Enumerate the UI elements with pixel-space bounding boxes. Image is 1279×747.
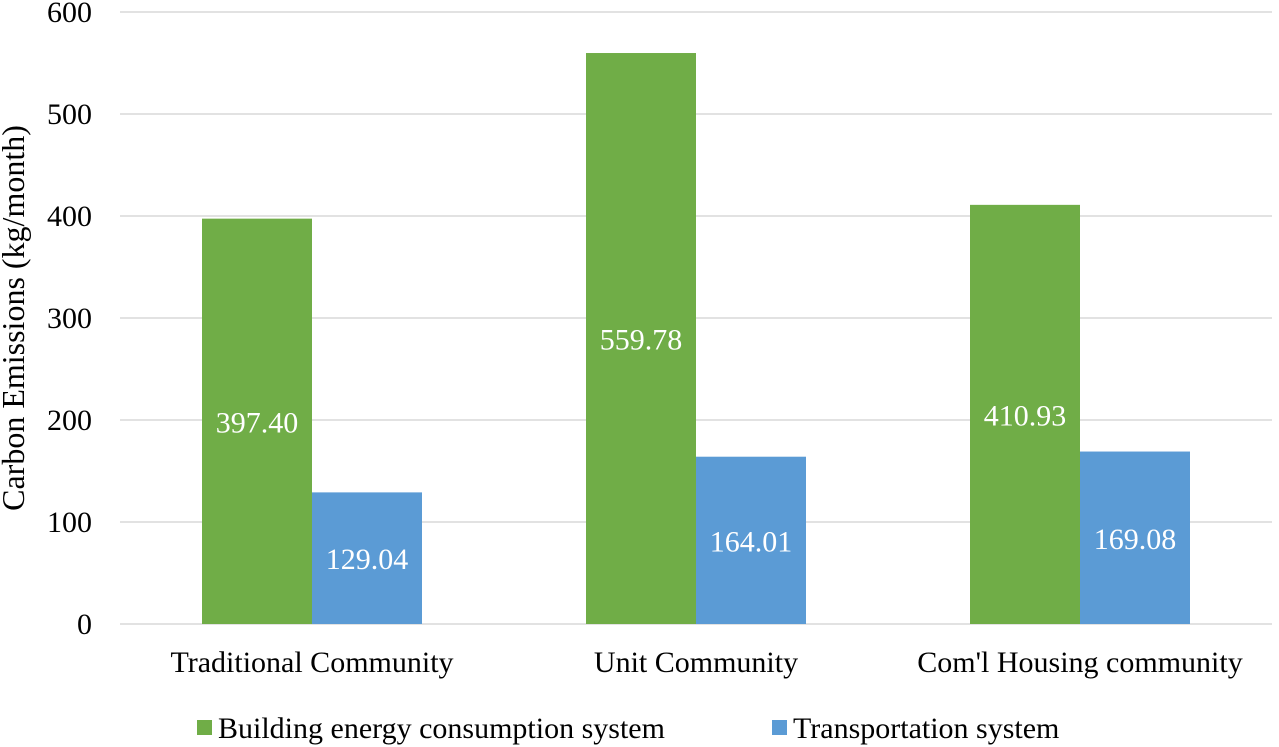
- y-tick-label: 400: [47, 200, 92, 233]
- legend-label: Transportation system: [793, 712, 1059, 745]
- legend-label: Building energy consumption system: [218, 712, 665, 745]
- legend-item: Transportation system: [772, 712, 1059, 745]
- x-category-label: Unit Community: [594, 646, 798, 679]
- bar: [970, 204, 1080, 625]
- x-axis-categories: Traditional Community Unit Community Com'l…: [170, 646, 1242, 679]
- data-label: 410.93: [984, 399, 1067, 432]
- y-tick-label: 600: [47, 0, 92, 29]
- legend-item: Building energy consumption system: [197, 712, 665, 745]
- data-label: 397.40: [216, 406, 299, 439]
- y-axis-title: Carbon Emissions (kg/month): [0, 125, 31, 511]
- bars: [202, 53, 1190, 625]
- bar: [1080, 451, 1190, 624]
- x-category-label: Traditional Community: [170, 646, 453, 679]
- y-tick-label: 0: [77, 608, 92, 641]
- legend-swatch: [772, 720, 787, 735]
- y-tick-label: 100: [47, 506, 92, 539]
- bar: [202, 218, 312, 625]
- y-tick-label: 200: [47, 404, 92, 437]
- bar: [312, 492, 422, 624]
- bar: [586, 53, 696, 624]
- legend-swatch: [197, 720, 212, 735]
- x-category-label: Com'l Housing community: [917, 646, 1242, 679]
- y-tick-label: 300: [47, 302, 92, 335]
- data-label: 559.78: [600, 324, 683, 357]
- data-label: 164.01: [710, 525, 793, 558]
- y-axis-ticks: 0 100 200 300 400 500 600: [47, 0, 92, 641]
- y-tick-label: 500: [47, 98, 92, 131]
- data-label: 129.04: [326, 543, 409, 576]
- bar: [696, 456, 806, 624]
- data-label: 169.08: [1094, 523, 1177, 556]
- data-labels: 397.40 129.04 559.78 164.01 410.93 169.08: [216, 324, 1177, 577]
- legend: Building energy consumption system Transp…: [197, 712, 1059, 745]
